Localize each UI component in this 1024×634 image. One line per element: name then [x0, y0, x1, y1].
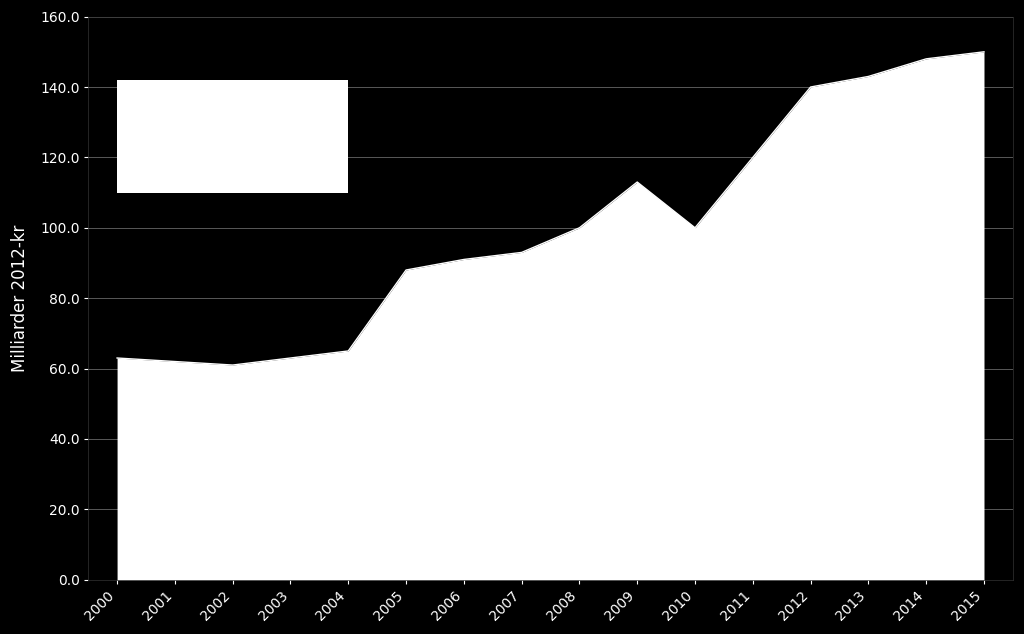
Bar — [117, 80, 348, 193]
Y-axis label: Milliarder 2012-kr: Milliarder 2012-kr — [11, 224, 29, 372]
